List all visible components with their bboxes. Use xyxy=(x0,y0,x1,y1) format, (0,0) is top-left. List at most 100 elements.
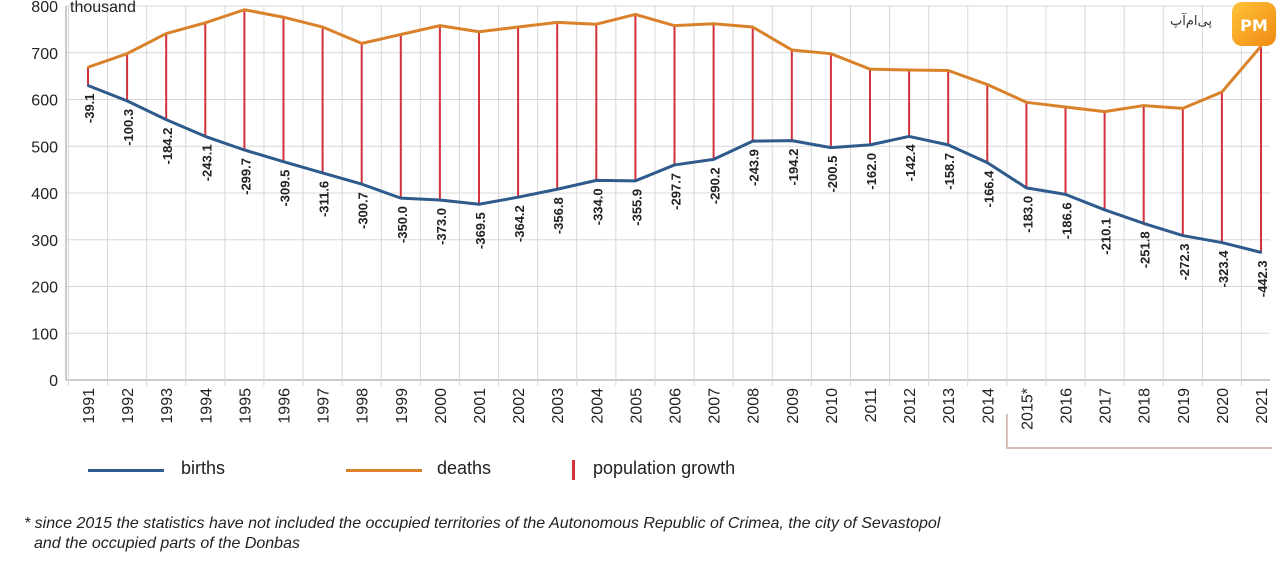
growth-label: -309.5 xyxy=(278,170,293,207)
legend-label-births: births xyxy=(181,458,226,478)
growth-label: -158.7 xyxy=(942,153,957,190)
y-tick-label: 100 xyxy=(31,326,58,343)
y-tick-label: 700 xyxy=(31,46,58,63)
point-deaths xyxy=(556,21,559,24)
growth-label: -166.4 xyxy=(981,170,996,208)
point-deaths xyxy=(1142,104,1145,107)
point-births xyxy=(556,188,559,191)
x-tick-label: 2003 xyxy=(550,388,567,424)
x-tick-label: 2010 xyxy=(824,388,841,424)
growth-label: -311.6 xyxy=(317,181,332,217)
growth-label: -299.7 xyxy=(238,158,253,195)
point-deaths xyxy=(438,24,442,27)
growth-label: -184.2 xyxy=(160,128,175,165)
grid xyxy=(65,5,1270,386)
point-births xyxy=(1259,251,1263,254)
x-tick-label: 2017 xyxy=(1098,388,1115,424)
point-births xyxy=(712,158,715,161)
x-tick-label: 2005 xyxy=(628,388,645,424)
point-births xyxy=(986,161,989,164)
point-births xyxy=(673,163,676,167)
footnote-line-1: * since 2015 the statistics have not inc… xyxy=(24,515,941,532)
growth-label: -183.0 xyxy=(1020,196,1035,233)
point-deaths xyxy=(399,33,402,36)
growth-label: -442.3 xyxy=(1255,260,1270,297)
legend-swatch-births xyxy=(88,469,164,472)
growth-label: -142.4 xyxy=(903,144,918,182)
point-births xyxy=(204,135,207,138)
growth-label: -334.0 xyxy=(590,188,605,225)
x-tick-label: 2016 xyxy=(1059,388,1076,424)
growth-label: -162.0 xyxy=(864,153,879,190)
point-deaths xyxy=(282,16,285,19)
point-deaths xyxy=(751,25,754,29)
site-logo: پی‌ام‌آپ PM xyxy=(1166,2,1278,50)
x-tick-label: 2019 xyxy=(1176,388,1193,424)
growth-label: -272.3 xyxy=(1177,244,1192,281)
unit-label: thousand xyxy=(70,0,136,16)
logo-badge: PM xyxy=(1232,2,1276,46)
point-deaths xyxy=(321,25,324,29)
x-tick-label: 2006 xyxy=(668,388,685,424)
legend-label-growth: population growth xyxy=(593,458,736,478)
growth-label: -355.9 xyxy=(629,189,644,226)
growth-label: -210.1 xyxy=(1099,218,1114,255)
point-births xyxy=(516,196,520,199)
y-tick-label: 300 xyxy=(31,233,58,250)
x-tick-label: 1999 xyxy=(394,388,411,424)
point-births xyxy=(165,118,168,121)
x-tick-label: 1994 xyxy=(198,388,215,424)
point-births xyxy=(1025,186,1028,190)
point-deaths xyxy=(1064,105,1067,109)
point-births xyxy=(282,160,285,163)
point-births xyxy=(1142,222,1145,225)
point-births xyxy=(907,135,911,138)
x-tick-label: 2014 xyxy=(980,388,997,424)
x-tick-label: 2015* xyxy=(1019,388,1036,430)
point-deaths xyxy=(243,8,246,11)
legend-label-deaths: deaths xyxy=(437,458,492,478)
x-tick-label: 2001 xyxy=(472,388,489,424)
x-tick-label: 2013 xyxy=(941,388,958,424)
point-births xyxy=(868,143,872,147)
growth-label: -200.5 xyxy=(825,156,840,193)
point-births xyxy=(947,143,950,147)
growth-label: -290.2 xyxy=(708,167,723,204)
y-tick-label: 800 xyxy=(31,0,58,16)
legend-swatch-deaths xyxy=(346,469,422,472)
point-births xyxy=(829,146,833,149)
logo-text: پی‌ام‌آپ xyxy=(1170,14,1212,29)
point-births xyxy=(360,182,363,186)
series-lines xyxy=(86,8,1263,254)
point-deaths xyxy=(204,21,207,25)
point-births xyxy=(125,99,129,103)
x-tick-label: 1995 xyxy=(237,388,254,424)
growth-label: -194.2 xyxy=(786,149,801,186)
point-deaths xyxy=(829,52,833,55)
growth-label: -300.7 xyxy=(356,192,371,229)
point-deaths xyxy=(868,67,872,71)
x-tick-label: 1991 xyxy=(81,388,98,424)
x-tick-label: 1998 xyxy=(355,388,372,424)
growth-label: -297.7 xyxy=(669,173,684,210)
growth-bars xyxy=(87,9,1262,253)
x-tick-label: 1993 xyxy=(159,388,176,424)
footnote: * since 2015 the statistics have not inc… xyxy=(24,514,940,554)
point-births xyxy=(751,139,754,143)
point-deaths xyxy=(1181,107,1185,110)
x-tick-label: 2018 xyxy=(1137,388,1154,424)
x-tick-label: 2000 xyxy=(433,388,450,424)
x-tick-label: 1992 xyxy=(120,388,137,424)
x-tick-label: 2002 xyxy=(511,388,528,424)
growth-label: -364.2 xyxy=(512,205,527,242)
point-deaths xyxy=(790,48,793,52)
y-tick-label: 600 xyxy=(31,93,58,110)
point-deaths xyxy=(1025,101,1028,104)
x-axis-ticks: 1991 1992 1993 1994 1995 1996 1997 1998 1999 2000… xyxy=(81,388,1271,430)
footnote-line-2: and the occupied parts of the Donbas xyxy=(34,535,300,552)
growth-label: -323.4 xyxy=(1216,250,1231,288)
point-deaths xyxy=(986,83,989,86)
growth-label: -350.0 xyxy=(395,206,410,243)
point-deaths xyxy=(907,68,911,72)
point-births xyxy=(634,179,637,183)
